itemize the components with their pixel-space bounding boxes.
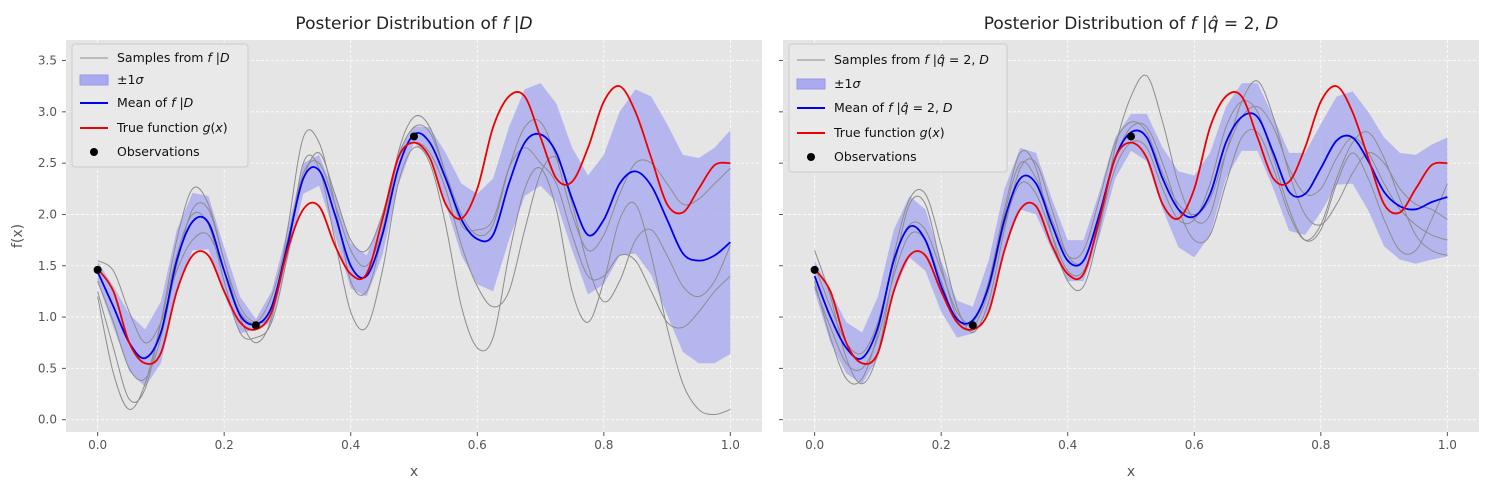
x-tick-label: 1.0	[1438, 438, 1457, 452]
sigma-band	[97, 83, 731, 387]
legend-swatch-observations	[807, 153, 815, 161]
chart-panel-left: 0.0 0.2 0.4 0.6 0.8 1.0 0.0 0.5 1.0 1.5 2.0 2.5 3.0…	[10, 14, 762, 480]
observation-point	[251, 321, 260, 330]
observation-point	[968, 321, 977, 330]
legend-mean: Mean of f |D	[117, 95, 194, 110]
observation-point	[93, 265, 102, 274]
legend-swatch-band	[79, 74, 109, 86]
y-axis-label: f(x)	[10, 224, 26, 248]
sigma-band-area	[814, 83, 1448, 384]
observation-point	[1127, 132, 1135, 141]
x-tick-label: 0.6	[468, 438, 487, 452]
y-tick-label: 0.0	[38, 413, 57, 427]
x-tick-label: 1.0	[721, 438, 740, 452]
main-lines	[813, 85, 1448, 365]
observation-point	[410, 132, 418, 141]
y-tick-label: 2.0	[38, 207, 57, 221]
y-tick-labels: 0.0 0.5 1.0 1.5 2.0 2.5 3.0 3.5	[38, 54, 66, 427]
true-function-line	[96, 85, 731, 365]
x-tick-label: 0.4	[341, 438, 360, 452]
sample-path-2	[814, 122, 1448, 385]
legend-samples: Samples from f |D	[117, 50, 230, 65]
x-tick-labels: 0.0 0.2 0.4 0.6 0.8 1.0	[88, 432, 740, 452]
sample-path-2	[97, 118, 731, 344]
legend-mean: Mean of f |q̂ = 2, D	[834, 100, 953, 115]
sigma-band-area	[97, 83, 731, 387]
chart-title: Posterior Distribution of f |q̂ = 2, D	[984, 14, 1279, 34]
x-tick-label: 0.2	[932, 438, 951, 452]
y-tick-label: 0.5	[38, 361, 57, 375]
y-tick-label: 2.5	[38, 156, 57, 170]
x-tick-label: 0.6	[1185, 438, 1204, 452]
legend-true: True function g(x)	[116, 120, 228, 135]
x-tick-labels: 0.0 0.2 0.4 0.6 0.8 1.0	[805, 432, 1457, 452]
observation-point	[810, 265, 819, 274]
y-tick-label: 3.0	[38, 105, 57, 119]
y-tick-labels	[779, 60, 783, 421]
x-tick-label: 0.4	[1058, 438, 1077, 452]
x-tick-label: 0.2	[215, 438, 234, 452]
observation-points	[93, 132, 418, 330]
legend-band: ±1σ	[117, 72, 144, 87]
x-tick-label: 0.0	[88, 438, 107, 452]
observation-points	[810, 132, 1135, 330]
y-tick-label: 3.5	[38, 54, 57, 68]
legend: Samples from f |q̂ = 2, D ±1σ Mean of f …	[788, 43, 1008, 173]
legend-observations: Observations	[117, 144, 200, 159]
x-tick-label: 0.8	[594, 438, 613, 452]
sigma-band	[814, 83, 1448, 384]
mean-line	[813, 112, 1448, 360]
legend-box	[71, 43, 249, 168]
sample-path-1	[814, 74, 1448, 385]
y-tick-label: 1.5	[38, 259, 57, 273]
legend-swatch-observations	[90, 148, 98, 156]
sample-path-3	[814, 105, 1448, 355]
true-function-line	[813, 85, 1448, 365]
sample-path-1	[97, 114, 731, 403]
legend-observations: Observations	[834, 149, 917, 164]
chart-panel-right: 0.0 0.2 0.4 0.6 0.8 1.0 Posterior Distributio…	[779, 14, 1479, 480]
legend: Samples from f |D ±1σ Mean of f |D True …	[71, 43, 249, 168]
chart-title: Posterior Distribution of f |D	[295, 14, 532, 34]
y-tick-label: 1.0	[38, 310, 57, 324]
x-axis-label: x	[410, 464, 418, 480]
x-tick-label: 0.8	[1311, 438, 1330, 452]
x-tick-label: 0.0	[805, 438, 824, 452]
legend-box	[788, 43, 1008, 173]
legend-true: True function g(x)	[833, 125, 945, 140]
legend-samples: Samples from f |q̂ = 2, D	[834, 52, 989, 67]
x-axis-label: x	[1127, 464, 1135, 480]
legend-band: ±1σ	[834, 76, 861, 91]
legend-swatch-band	[796, 78, 826, 90]
